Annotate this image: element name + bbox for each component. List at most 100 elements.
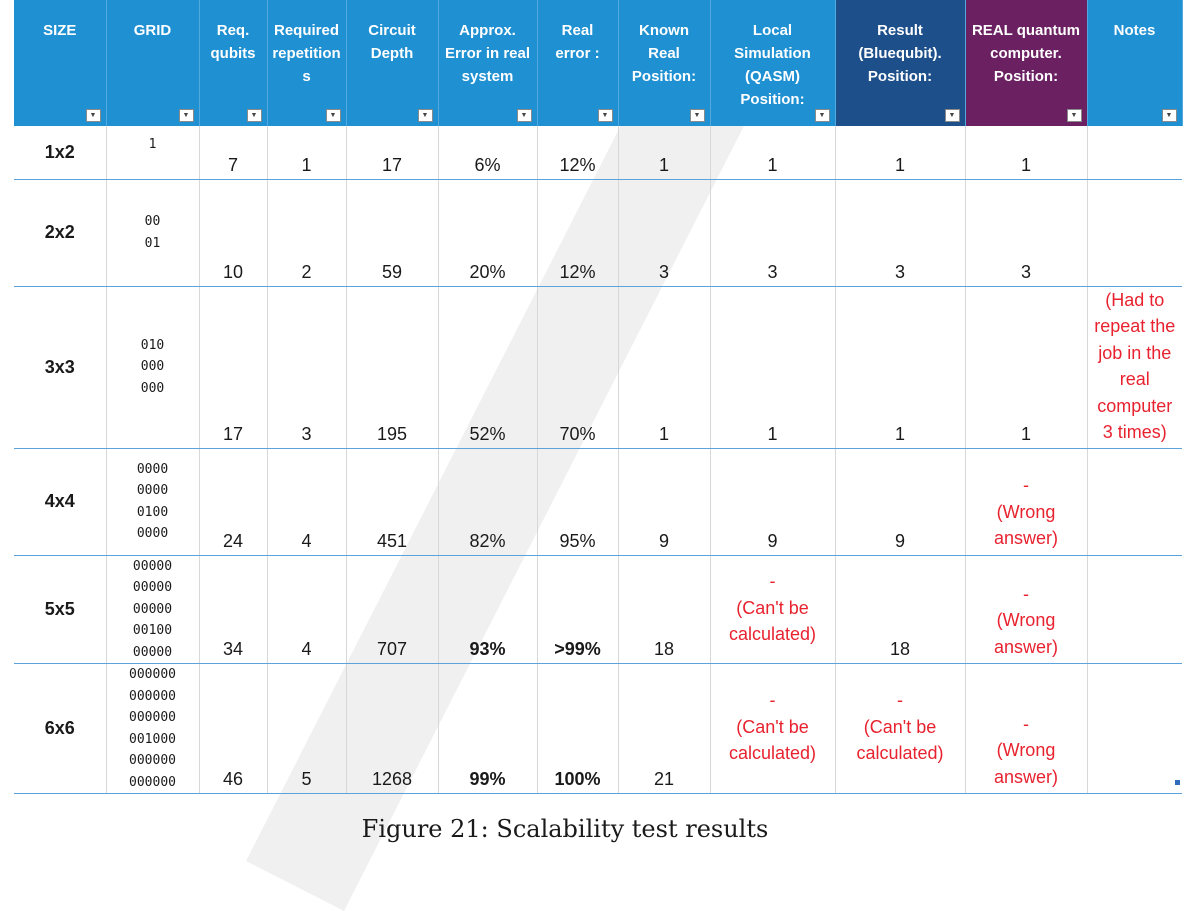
real-error-cell: 95% bbox=[537, 448, 619, 556]
filter-dropdown-icon[interactable]: ▼ bbox=[1066, 109, 1082, 122]
known-position-cell: 9 bbox=[618, 448, 711, 556]
filter-dropdown-icon[interactable]: ▼ bbox=[325, 109, 341, 122]
grid-cell: 010 000 000 bbox=[106, 286, 200, 449]
qubits-cell: 10 bbox=[199, 179, 268, 287]
local-simulation-cell: - (Can't be calculated) bbox=[710, 555, 836, 664]
depth-cell: 451 bbox=[346, 448, 439, 556]
notes-cell bbox=[1087, 126, 1182, 180]
bluequbit-cell: 1 bbox=[835, 126, 966, 180]
notes-cell bbox=[1087, 179, 1182, 287]
header-label: Known Real Position: bbox=[631, 22, 697, 85]
known-position-cell: 21 bbox=[618, 663, 711, 794]
header-circuit-depth: Circuit Depth ▼ bbox=[346, 0, 439, 126]
filter-dropdown-icon[interactable]: ▼ bbox=[689, 109, 705, 122]
size-cell: 6x6 bbox=[14, 663, 107, 794]
table-row: 2x2 00 01 10 2 59 20% 12% 3 3 3 3 bbox=[14, 179, 1182, 287]
filter-dropdown-icon[interactable]: ▼ bbox=[597, 109, 613, 122]
notes-cell bbox=[1087, 663, 1182, 794]
header-size: SIZE ▼ bbox=[14, 0, 107, 126]
filter-dropdown-icon[interactable]: ▼ bbox=[246, 109, 262, 122]
header-row: SIZE ▼ GRID ▼ Req. qubits ▼ Required repeti… bbox=[14, 0, 1183, 126]
filter-dropdown-icon[interactable]: ▼ bbox=[178, 109, 194, 122]
header-real-error: Real error : ▼ bbox=[537, 0, 619, 126]
depth-cell: 195 bbox=[346, 286, 439, 449]
real-error-cell: 12% bbox=[537, 126, 619, 180]
filter-dropdown-icon[interactable]: ▼ bbox=[417, 109, 433, 122]
header-label: REAL quantum computer. Position: bbox=[971, 22, 1081, 85]
grid-cell: 000000 000000 000000 001000 000000 00000… bbox=[106, 663, 200, 794]
grid-cell: 00 01 bbox=[106, 179, 200, 287]
local-simulation-cell: 1 bbox=[710, 126, 836, 180]
size-cell: 5x5 bbox=[14, 555, 107, 664]
local-simulation-cell: 3 bbox=[710, 179, 836, 287]
header-notes: Notes ▼ bbox=[1087, 0, 1183, 126]
grid-cell: 0000 0000 0100 0000 bbox=[106, 448, 200, 556]
filter-dropdown-icon[interactable]: ▼ bbox=[1161, 109, 1177, 122]
size-cell: 4x4 bbox=[14, 448, 107, 556]
filter-dropdown-icon[interactable]: ▼ bbox=[85, 109, 101, 122]
table-row: 1x2 1 7 1 17 6% 12% 1 1 1 1 bbox=[14, 126, 1182, 180]
depth-cell: 707 bbox=[346, 555, 439, 664]
qubits-cell: 34 bbox=[199, 555, 268, 664]
real-error-cell: 70% bbox=[537, 286, 619, 449]
approx-error-cell: 52% bbox=[438, 286, 538, 449]
notes-cell bbox=[1087, 448, 1182, 556]
bluequbit-cell: - (Can't be calculated) bbox=[835, 663, 966, 794]
real-qc-cell: - (Wrong answer) bbox=[965, 555, 1088, 664]
real-qc-cell: 1 bbox=[965, 126, 1088, 180]
approx-error-cell: 93% bbox=[438, 555, 538, 664]
size-cell: 3x3 bbox=[14, 286, 107, 449]
header-req-qubits: Req. qubits ▼ bbox=[199, 0, 268, 126]
approx-error-cell: 6% bbox=[438, 126, 538, 180]
qubits-cell: 24 bbox=[199, 448, 268, 556]
qubits-cell: 7 bbox=[199, 126, 268, 180]
bluequbit-cell: 1 bbox=[835, 286, 966, 449]
filter-dropdown-icon[interactable]: ▼ bbox=[944, 109, 960, 122]
repetitions-cell: 2 bbox=[267, 179, 347, 287]
grid-cell: 1 bbox=[106, 126, 200, 180]
depth-cell: 59 bbox=[346, 179, 439, 287]
header-approx-error: Approx. Error in real system ▼ bbox=[438, 0, 538, 126]
table-resize-handle[interactable] bbox=[1175, 780, 1180, 785]
repetitions-cell: 1 bbox=[267, 126, 347, 180]
repetitions-cell: 4 bbox=[267, 448, 347, 556]
header-grid: GRID ▼ bbox=[106, 0, 200, 126]
real-qc-cell: - (Wrong answer) bbox=[965, 663, 1088, 794]
bluequbit-cell: 3 bbox=[835, 179, 966, 287]
grid-cell: 00000 00000 00000 00100 00000 bbox=[106, 555, 200, 664]
depth-cell: 17 bbox=[346, 126, 439, 180]
scalability-table: SIZE ▼ GRID ▼ Req. qubits ▼ Required repeti… bbox=[14, 0, 1183, 794]
depth-cell: 1268 bbox=[346, 663, 439, 794]
bluequbit-cell: 9 bbox=[835, 448, 966, 556]
repetitions-cell: 3 bbox=[267, 286, 347, 449]
header-label: Real error : bbox=[555, 22, 600, 62]
real-error-cell: 100% bbox=[537, 663, 619, 794]
known-position-cell: 1 bbox=[618, 126, 711, 180]
filter-dropdown-icon[interactable]: ▼ bbox=[814, 109, 830, 122]
real-error-cell: >99% bbox=[537, 555, 619, 664]
filter-dropdown-icon[interactable]: ▼ bbox=[516, 109, 532, 122]
repetitions-cell: 5 bbox=[267, 663, 347, 794]
approx-error-cell: 99% bbox=[438, 663, 538, 794]
header-label: SIZE bbox=[43, 22, 77, 39]
local-simulation-cell: 1 bbox=[710, 286, 836, 449]
figure-caption: Figure 21: Scalability test results bbox=[361, 815, 769, 843]
header-real-qc: REAL quantum computer. Position: ▼ bbox=[965, 0, 1088, 126]
table-row: 5x5 00000 00000 00000 00100 00000 34 4 7… bbox=[14, 555, 1182, 664]
local-simulation-cell: - (Can't be calculated) bbox=[710, 663, 836, 794]
header-label: Approx. Error in real system bbox=[444, 22, 531, 85]
header-label: Local Simulation (QASM) Position: bbox=[734, 22, 811, 108]
known-position-cell: 18 bbox=[618, 555, 711, 664]
known-position-cell: 1 bbox=[618, 286, 711, 449]
header-label: Required repetition s bbox=[272, 22, 341, 85]
header-label: GRID bbox=[133, 22, 172, 39]
real-qc-cell: 1 bbox=[965, 286, 1088, 449]
qubits-cell: 46 bbox=[199, 663, 268, 794]
known-position-cell: 3 bbox=[618, 179, 711, 287]
header-label: Req. qubits bbox=[210, 22, 256, 62]
table-row: 4x4 0000 0000 0100 0000 24 4 451 82% 95%… bbox=[14, 448, 1182, 556]
header-bluequbit: Result (Bluequbit). Position: ▼ bbox=[835, 0, 966, 126]
header-label: Notes bbox=[1113, 22, 1156, 39]
qubits-cell: 17 bbox=[199, 286, 268, 449]
size-cell: 1x2 bbox=[14, 126, 107, 180]
